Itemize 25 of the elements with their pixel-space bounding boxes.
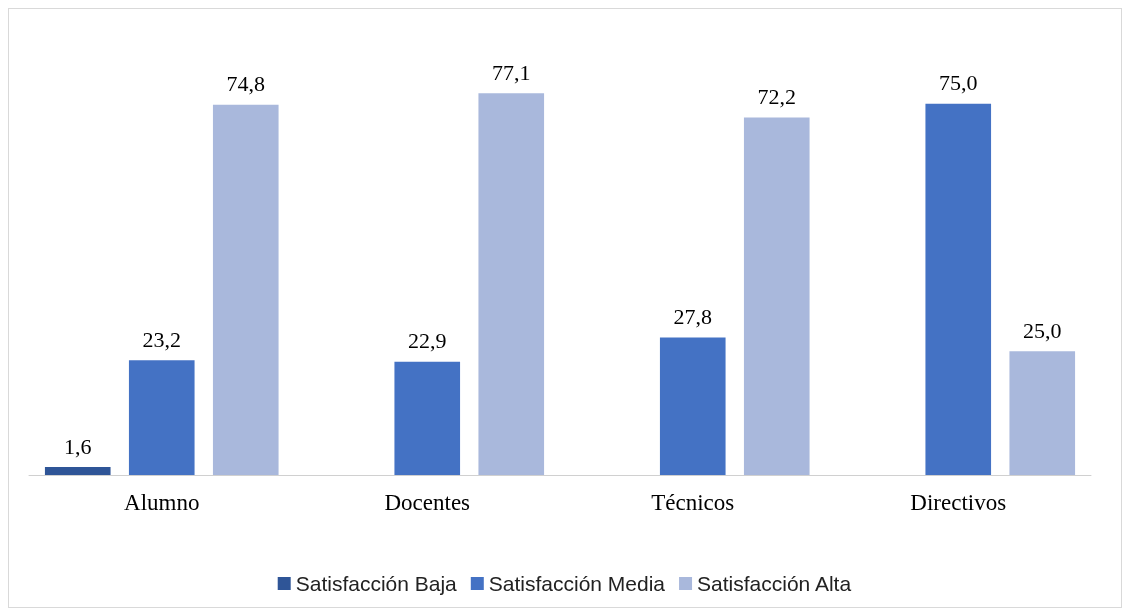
legend-label: Satisfacción Media: [488, 572, 666, 595]
data-label: 23,2: [142, 326, 181, 352]
bar: [925, 103, 992, 475]
bar: [659, 337, 726, 475]
data-label: 72,2: [757, 84, 797, 110]
data-label: 1,6: [63, 433, 92, 459]
x-tick-label: Directivos: [910, 490, 1007, 515]
data-label: 74,8: [226, 71, 266, 97]
legend-label: Satisfacción Baja: [295, 572, 458, 595]
data-label: 25,0: [1023, 317, 1062, 343]
bar: [478, 93, 545, 475]
bar: [44, 467, 111, 475]
bar: [1009, 351, 1076, 475]
bar: [212, 104, 279, 475]
bar: [394, 361, 461, 475]
x-tick-label: Docentes: [384, 490, 471, 515]
x-tick-label: Técnicos: [651, 490, 735, 515]
bar: [128, 360, 195, 475]
data-label: 77,1: [492, 59, 531, 85]
data-label: 75,0: [939, 70, 978, 96]
data-label: 22,9: [408, 328, 447, 354]
data-label: 27,8: [673, 303, 712, 329]
bar: [743, 117, 810, 475]
x-tick-label: Alumno: [124, 490, 200, 515]
legend-label: Satisfacción Alta: [697, 572, 852, 595]
